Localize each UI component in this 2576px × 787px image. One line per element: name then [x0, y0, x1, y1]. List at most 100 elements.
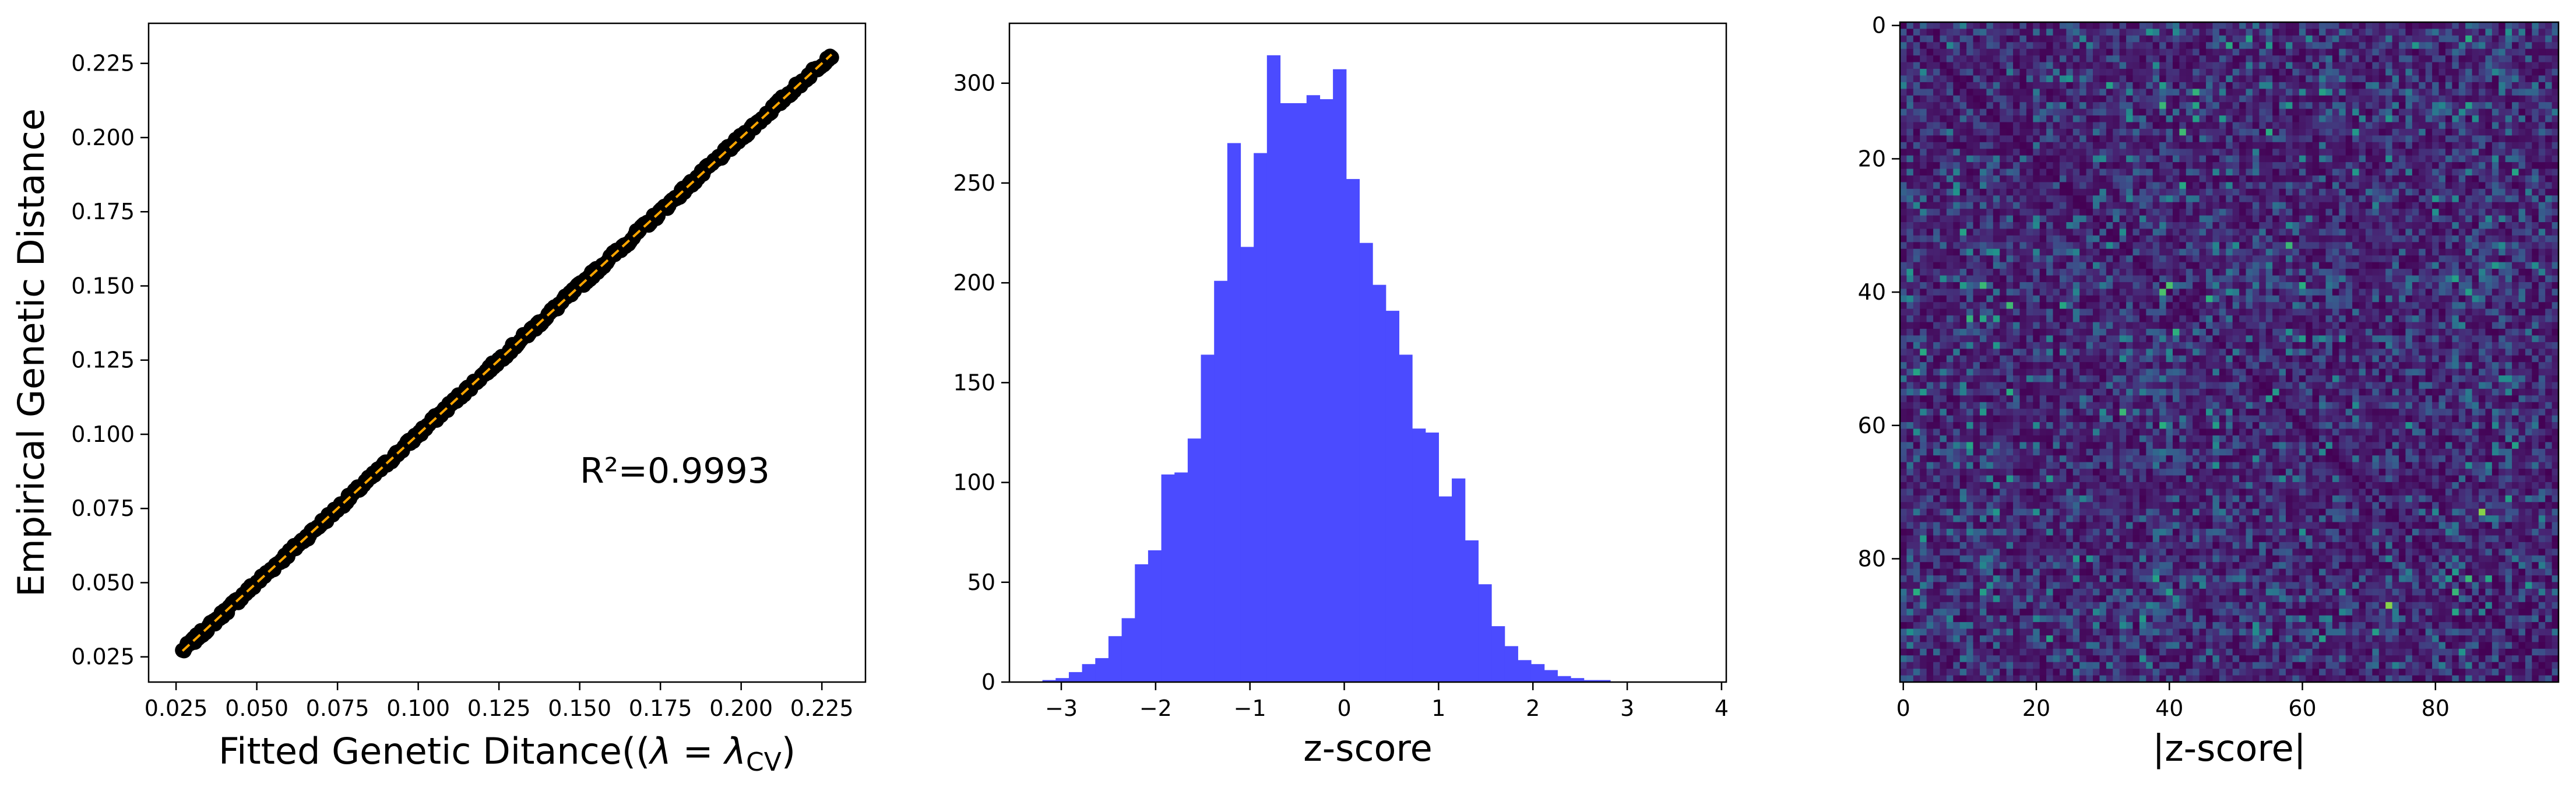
heatmap-cell [2372, 36, 2379, 43]
heatmap-cell [2139, 169, 2146, 176]
heatmap-cell [2079, 129, 2086, 136]
heatmap-cell [2113, 236, 2120, 243]
heatmap-cell [2226, 149, 2233, 156]
heatmap-cell [2126, 229, 2133, 236]
heatmap-cell [2113, 55, 2120, 62]
heatmap-cell [2359, 229, 2366, 236]
heatmap-cell [2339, 49, 2346, 56]
heatmap-cell [2399, 182, 2406, 189]
heatmap-cell [2479, 255, 2486, 262]
heatmap-cell [2193, 255, 2200, 262]
heatmap-cell [2505, 262, 2512, 269]
heatmap-cell [2139, 269, 2146, 276]
heatmap-cell [2106, 109, 2113, 116]
heatmap-cell [1973, 49, 1980, 56]
heatmap-cell [2313, 169, 2320, 176]
heatmap-cell [2073, 69, 2080, 76]
heatmap-cell [2465, 302, 2472, 309]
heatmap-cell [2233, 249, 2240, 256]
heatmap-cell [2046, 82, 2053, 89]
heatmap-cell [2219, 249, 2226, 256]
heatmap-cell [1933, 242, 1940, 249]
heatmap-cell [2099, 36, 2106, 43]
heatmap-cell [2339, 189, 2346, 196]
heatmap-cell [2286, 296, 2293, 303]
heatmap-cell [2219, 36, 2226, 43]
heatmap-cell [2326, 209, 2333, 216]
heatmap-cell [2352, 62, 2359, 69]
heatmap-cell [2000, 129, 2007, 136]
heatmap-cell [2086, 282, 2093, 289]
heatmap-cell [1966, 255, 1973, 262]
heatmap-cell [2512, 75, 2519, 82]
heatmap-cell [2339, 216, 2346, 223]
heatmap-cell [2339, 209, 2346, 216]
heatmap-cell [2332, 115, 2339, 122]
heatmap-cell [2033, 296, 2040, 303]
heatmap-cell [2539, 269, 2546, 276]
heatmap-cell [2007, 29, 2014, 36]
heatmap-cell [2212, 135, 2219, 142]
heatmap-cell [2379, 296, 2386, 303]
heatmap-cell [2545, 82, 2552, 89]
heatmap-cell [1933, 269, 1940, 276]
heatmap-cell [2472, 302, 2479, 309]
heatmap-cell [2445, 96, 2452, 103]
heatmap-cell [2426, 162, 2433, 169]
heatmap-cell [2146, 282, 2153, 289]
heatmap-cell [2007, 102, 2014, 109]
heatmap-cell [2532, 75, 2539, 82]
heatmap-cell [2445, 135, 2452, 142]
heatmap-cell [2385, 195, 2392, 202]
heatmap-cell [2479, 182, 2486, 189]
heatmap-cell [2113, 122, 2120, 129]
heatmap-cell [2326, 89, 2333, 96]
heatmap-cell [2505, 202, 2512, 209]
heatmap-cell [2033, 55, 2040, 62]
heatmap-cell [1986, 162, 1993, 169]
heatmap-cell [1973, 269, 1980, 276]
heatmap-cell [2392, 209, 2399, 216]
heatmap-cell [2479, 269, 2486, 276]
heatmap-cell [2246, 189, 2253, 196]
heatmap-cell [2326, 262, 2333, 269]
heatmap-cell [2465, 149, 2472, 156]
heatmap-cell [1940, 236, 1947, 243]
heatmap-cell [2472, 82, 2479, 89]
heatmap-cell [2266, 75, 2273, 82]
heatmap-cell [2479, 236, 2486, 243]
heatmap-cell [2033, 202, 2040, 209]
heatmap-cell [2452, 315, 2459, 322]
heatmap-cell [2272, 276, 2279, 283]
heatmap-cell [2139, 315, 2146, 322]
heatmap-cell [2053, 149, 2060, 156]
histogram-bar [1108, 636, 1122, 682]
heatmap-cell [2106, 115, 2113, 122]
heatmap-cell [2060, 96, 2067, 103]
heatmap-cell [2246, 135, 2253, 142]
heatmap-cell [2126, 216, 2133, 223]
heatmap-cell [2392, 36, 2399, 43]
heatmap-cell [2426, 175, 2433, 182]
heatmap-cell [2519, 242, 2526, 249]
heatmap-cell [2332, 49, 2339, 56]
heatmap-cell [2439, 49, 2446, 56]
heatmap-cell [1960, 182, 1967, 189]
heatmap-cell [2452, 282, 2459, 289]
heatmap-cell [2525, 269, 2532, 276]
heatmap-cell [2279, 89, 2286, 96]
heatmap-cell [2359, 22, 2366, 29]
heatmap-cell [2445, 115, 2452, 122]
heatmap-cell [2519, 309, 2526, 316]
heatmap-cell [2253, 96, 2260, 103]
heatmap-cell [2392, 149, 2399, 156]
heatmap-cell [2139, 96, 2146, 103]
heatmap-cell [1940, 189, 1947, 196]
heatmap-cell [2126, 182, 2133, 189]
heatmap-cell [2485, 282, 2492, 289]
heatmap-cell [2179, 49, 2186, 56]
heatmap-cell [2313, 69, 2320, 76]
heatmap-cell [2212, 222, 2219, 229]
heatmap-cell [2479, 96, 2486, 103]
heatmap-cell [2066, 82, 2073, 89]
